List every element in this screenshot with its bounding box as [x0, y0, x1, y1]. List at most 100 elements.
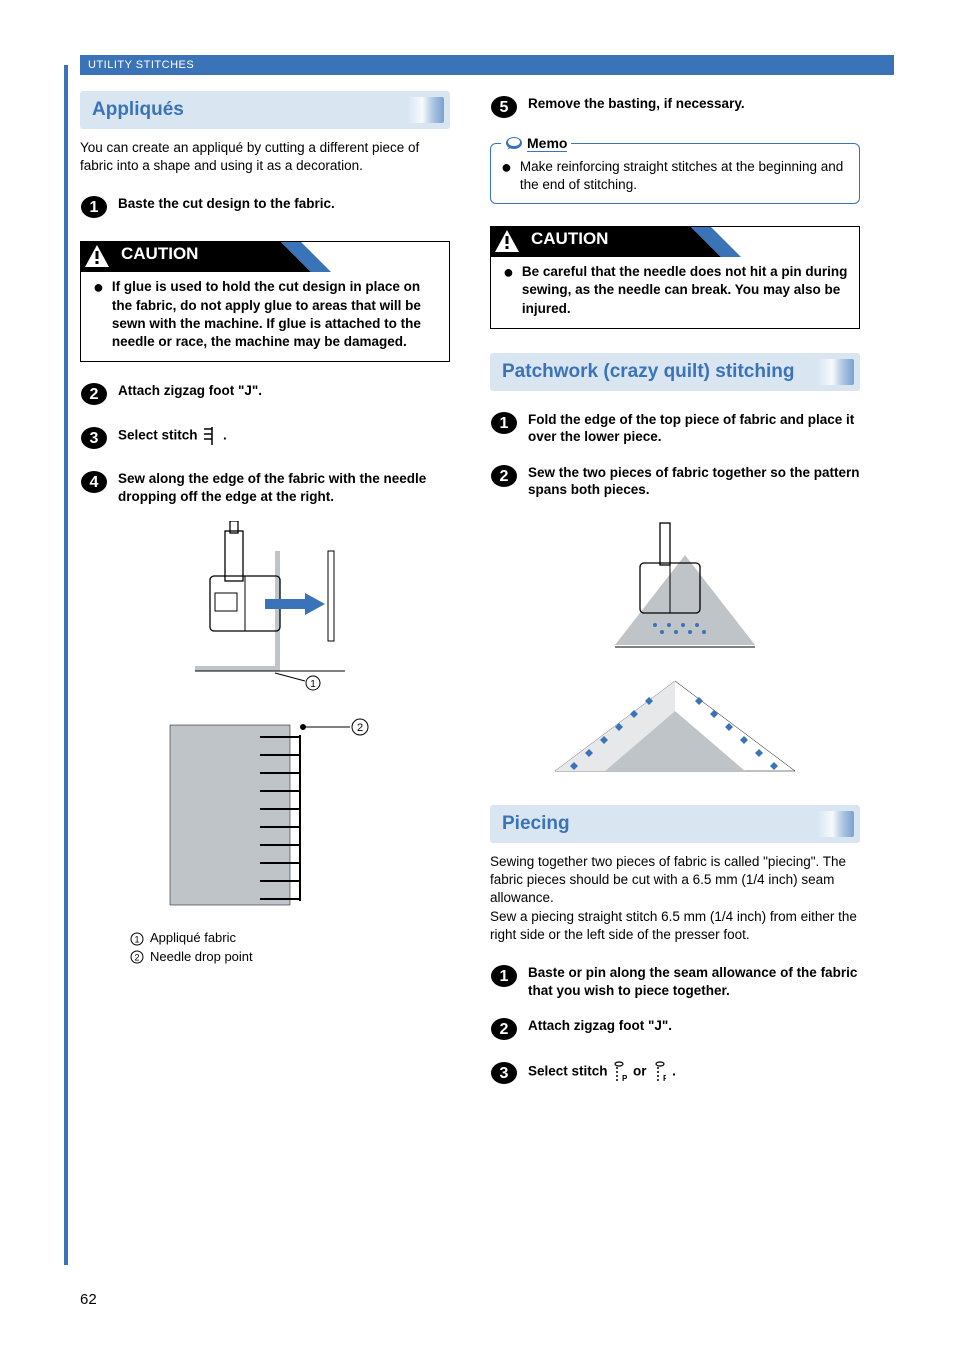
caution-text: Be careful that the needle does not hit … — [522, 263, 849, 318]
patchwork-heading: Patchwork (crazy quilt) stitching — [490, 353, 860, 391]
caution-body: ● Be careful that the needle does not hi… — [491, 257, 859, 328]
step-number-icon: 1 — [490, 962, 518, 990]
applique-step-5: 5 Remove the basting, if necessary. — [490, 93, 860, 121]
svg-text:2: 2 — [90, 386, 99, 403]
right-column: 5 Remove the basting, if necessary. Memo… — [490, 85, 860, 1095]
applique-figure-foot: 1 — [80, 521, 450, 691]
svg-text:3: 3 — [90, 430, 99, 447]
appliques-heading-text: Appliqués — [92, 99, 184, 120]
left-column: Appliqués You can create an appliqué by … — [80, 85, 450, 1095]
step-text: Remove the basting, if necessary. — [528, 93, 745, 113]
step-text: Fold the edge of the top piece of fabric… — [528, 409, 860, 446]
legend-row: 2 Needle drop point — [130, 948, 450, 966]
svg-text:P: P — [663, 1074, 666, 1083]
bullet-dot-icon: ● — [501, 158, 512, 193]
piecing-stitch-right-icon: P — [652, 1061, 666, 1083]
svg-text:1: 1 — [134, 934, 139, 944]
svg-text:1: 1 — [500, 415, 509, 432]
step-number-icon: 5 — [490, 93, 518, 121]
caution-label: CAUTION — [531, 229, 608, 249]
step-number-icon: 3 — [490, 1059, 518, 1087]
piecing-heading: Piecing — [490, 805, 860, 843]
step-number-icon: 2 — [490, 462, 518, 490]
header-section-label: UTILITY STITCHES — [88, 59, 194, 71]
caution-text: If glue is used to hold the cut design i… — [112, 278, 439, 351]
svg-text:2: 2 — [500, 468, 509, 485]
caution-body: ● If glue is used to hold the cut design… — [81, 272, 449, 361]
needle-caution-box: CAUTION ● Be careful that the needle doe… — [490, 226, 860, 329]
page-columns: Appliqués You can create an appliqué by … — [80, 85, 894, 1095]
svg-text:4: 4 — [90, 474, 99, 491]
step-number-icon: 2 — [490, 1015, 518, 1043]
svg-text:1: 1 — [90, 199, 99, 216]
step-text: Attach zigzag foot "J". — [528, 1015, 672, 1035]
svg-text:2: 2 — [357, 722, 363, 734]
bullet-dot-icon: ● — [93, 278, 104, 351]
step-text: Sew the two pieces of fabric together so… — [528, 462, 860, 499]
step-number-icon: 2 — [80, 380, 108, 408]
patchwork-heading-text: Patchwork (crazy quilt) stitching — [502, 361, 794, 382]
svg-text:3: 3 — [500, 1065, 509, 1082]
svg-text:1: 1 — [310, 679, 316, 690]
legend-number-icon: 1 — [130, 932, 144, 946]
zigzag-stitch-icon — [203, 426, 217, 446]
patchwork-foot-diagram-icon — [585, 515, 765, 655]
step-number-icon: 3 — [80, 424, 108, 452]
step3-pre: Select stitch — [118, 428, 201, 443]
piecing-s3-mid: or — [633, 1064, 650, 1079]
caution-header: CAUTION — [81, 242, 449, 272]
svg-text:P: P — [622, 1074, 627, 1083]
piecing-s3-pre: Select stitch — [528, 1064, 611, 1079]
patchwork-figure-foot — [490, 515, 860, 655]
step-number-icon: 1 — [80, 193, 108, 221]
patchwork-step-1: 1 Fold the edge of the top piece of fabr… — [490, 409, 860, 446]
piecing-step-1: 1 Baste or pin along the seam allowance … — [490, 962, 860, 999]
patchwork-fabric-diagram-icon — [545, 671, 805, 791]
piecing-intro: Sewing together two pieces of fabric is … — [490, 853, 860, 944]
svg-text:2: 2 — [500, 1021, 509, 1038]
appliques-intro: You can create an appliqué by cutting a … — [80, 139, 450, 175]
memo-box: Memo ● Make reinforcing straight stitche… — [490, 143, 860, 204]
piecing-heading-text: Piecing — [502, 813, 570, 834]
legend-text: Appliqué fabric — [150, 929, 236, 947]
step-text: Sew along the edge of the fabric with th… — [118, 468, 450, 505]
piecing-step-2: 2 Attach zigzag foot "J". — [490, 1015, 860, 1043]
header-bar: UTILITY STITCHES — [80, 55, 894, 75]
svg-text:1: 1 — [500, 968, 509, 985]
patchwork-step-2: 2 Sew the two pieces of fabric together … — [490, 462, 860, 499]
piecing-stitch-left-icon: P — [613, 1061, 627, 1083]
step3-post: . — [223, 428, 227, 443]
step-text: Select stitch . — [118, 424, 227, 446]
bullet-dot-icon: ● — [503, 263, 514, 318]
applique-step-4: 4 Sew along the edge of the fabric with … — [80, 468, 450, 505]
memo-icon — [505, 134, 523, 152]
applique-step-2: 2 Attach zigzag foot "J". — [80, 380, 450, 408]
step-number-icon: 1 — [490, 409, 518, 437]
patchwork-figure-fabric — [490, 671, 860, 791]
step-text: Baste the cut design to the fabric. — [118, 193, 335, 213]
appliques-heading: Appliqués — [80, 91, 450, 129]
piecing-step-3: 3 Select stitch P or P . — [490, 1059, 860, 1087]
presser-foot-diagram-icon: 1 — [175, 521, 355, 691]
legend-text: Needle drop point — [150, 948, 253, 966]
memo-title: Memo — [527, 135, 567, 152]
left-margin-bar — [64, 65, 68, 1265]
piecing-s3-post: . — [672, 1064, 676, 1079]
applique-caution-box: CAUTION ● If glue is used to hold the cu… — [80, 241, 450, 362]
step-text: Baste or pin along the seam allowance of… — [528, 962, 860, 999]
step-text: Select stitch P or P . — [528, 1059, 676, 1083]
applique-step-3: 3 Select stitch . — [80, 424, 450, 452]
step-text: Attach zigzag foot "J". — [118, 380, 262, 400]
memo-text: Make reinforcing straight stitches at th… — [520, 158, 849, 193]
caution-label: CAUTION — [121, 244, 198, 264]
figure-legend: 1 Appliqué fabric 2 Needle drop point — [130, 929, 450, 965]
svg-text:2: 2 — [134, 952, 139, 962]
legend-number-icon: 2 — [130, 950, 144, 964]
legend-row: 1 Appliqué fabric — [130, 929, 450, 947]
memo-title-wrap: Memo — [501, 134, 571, 152]
stitch-drop-diagram-icon: 2 — [150, 707, 380, 917]
applique-figure-stitch: 2 — [80, 707, 450, 917]
svg-text:5: 5 — [500, 99, 509, 116]
page-number: 62 — [80, 1291, 97, 1308]
caution-header: CAUTION — [491, 227, 859, 257]
